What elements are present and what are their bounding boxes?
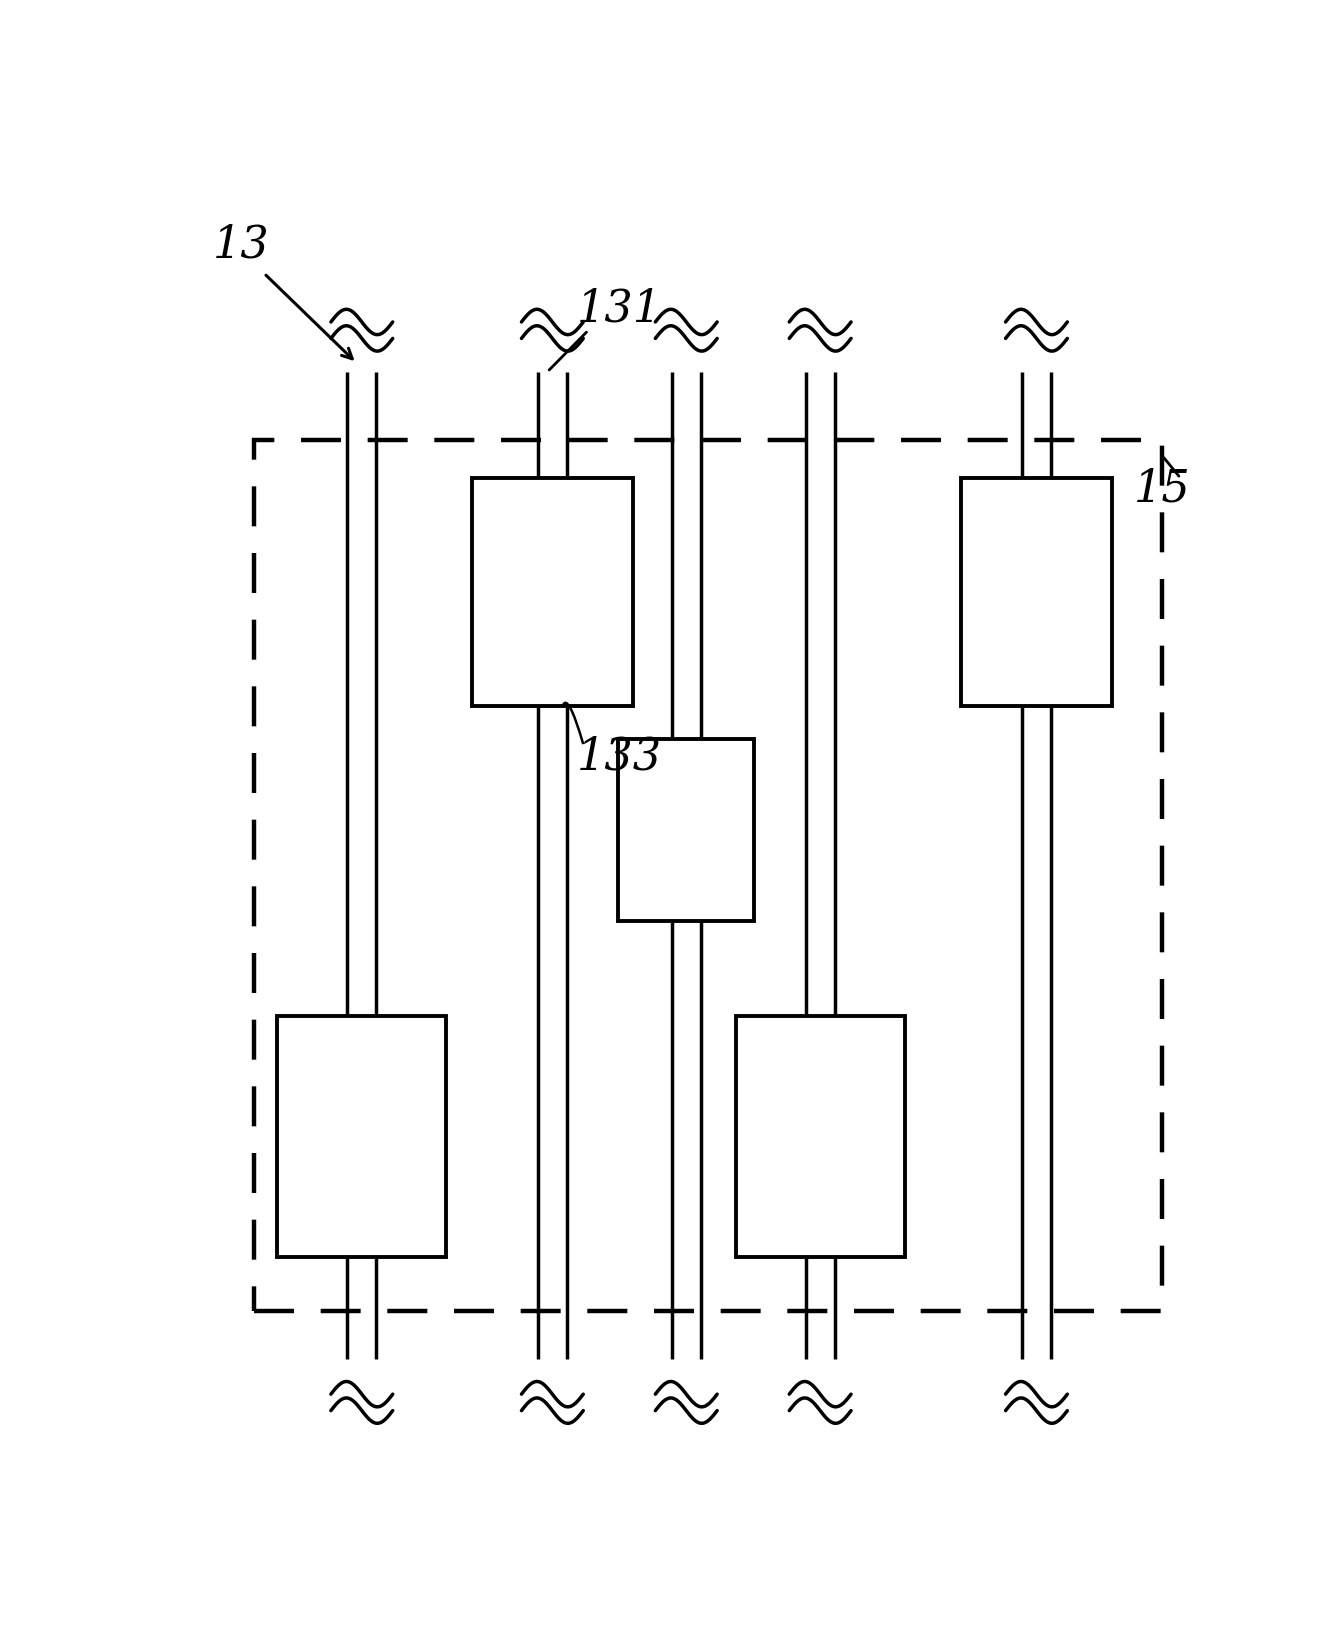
Bar	[961, 478, 1111, 707]
Text: 133: 133	[577, 735, 662, 778]
Text: 13: 13	[213, 224, 270, 266]
Text: 15: 15	[1134, 467, 1191, 510]
Text: 131: 131	[577, 288, 662, 330]
Bar	[618, 740, 755, 921]
Bar	[278, 1016, 447, 1256]
Bar	[254, 441, 1162, 1312]
Bar	[472, 478, 633, 707]
Bar	[736, 1016, 905, 1256]
